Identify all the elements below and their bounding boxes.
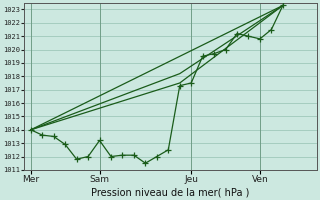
X-axis label: Pression niveau de la mer( hPa ): Pression niveau de la mer( hPa ) — [92, 187, 250, 197]
